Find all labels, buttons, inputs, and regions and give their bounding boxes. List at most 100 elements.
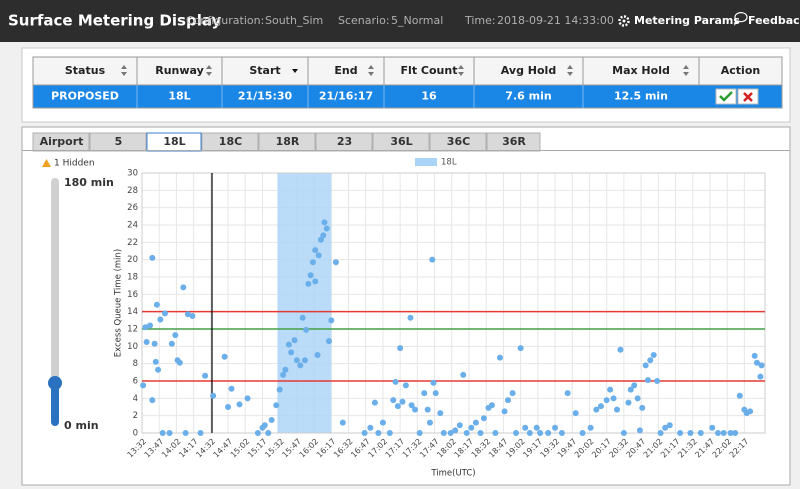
table-cell: 21/15:30 (238, 90, 293, 103)
sort-icon[interactable] (567, 65, 573, 76)
data-point (597, 403, 604, 410)
data-point (228, 385, 235, 392)
tab-label[interactable]: 18R (276, 135, 300, 148)
sort-icon[interactable] (206, 65, 212, 76)
column-header[interactable]: Max Hold (612, 64, 670, 77)
data-point (361, 430, 368, 436)
proposed-window (277, 173, 332, 433)
data-point (140, 382, 147, 389)
data-point (533, 424, 540, 431)
data-point (244, 395, 251, 402)
feedback-icon[interactable] (733, 12, 748, 26)
data-point (463, 430, 470, 436)
table-header-row (32, 56, 783, 86)
column-header[interactable]: Runway (155, 64, 204, 77)
sort-icon[interactable] (292, 69, 298, 73)
column-header[interactable]: Avg Hold (501, 64, 556, 77)
column-header[interactable]: Status (65, 64, 106, 77)
data-point (421, 390, 428, 397)
tab-label[interactable]: 36C (447, 135, 470, 148)
data-point (282, 366, 289, 373)
data-point (182, 430, 189, 436)
data-point (620, 430, 627, 436)
x-axis-label: Time(UTC) (430, 469, 475, 479)
table-row[interactable] (32, 84, 783, 109)
data-point (285, 341, 292, 348)
sort-icon[interactable] (368, 65, 374, 76)
config-value[interactable]: South_Sim (265, 14, 323, 27)
data-point (634, 395, 641, 402)
data-point (558, 430, 565, 436)
column-header[interactable]: Action (721, 64, 760, 77)
data-point (197, 430, 204, 436)
data-point (153, 301, 160, 308)
data-point (545, 430, 552, 436)
data-point (460, 371, 467, 378)
data-point (440, 430, 447, 436)
sort-icon[interactable] (683, 65, 689, 76)
column-header[interactable]: Flt Count (401, 64, 458, 77)
data-point (157, 316, 164, 323)
legend-label[interactable]: 18L (441, 158, 457, 168)
reject-icon (743, 92, 753, 102)
table-cell: 12.5 min (614, 90, 668, 103)
data-point (714, 430, 721, 436)
data-point (293, 357, 300, 364)
data-point (666, 422, 673, 429)
sort-icon[interactable] (458, 65, 464, 76)
tab-label[interactable]: Airport (40, 135, 84, 148)
data-point (747, 408, 754, 415)
table-cell: 18L (168, 90, 190, 103)
data-point (276, 386, 283, 393)
slider-knob[interactable] (48, 376, 62, 390)
data-point (288, 349, 295, 356)
data-point (477, 430, 484, 436)
tab-label[interactable]: 18C (219, 135, 242, 148)
data-point (339, 419, 346, 426)
data-point (758, 362, 765, 369)
tab-label[interactable]: 5 (115, 135, 123, 148)
data-point (402, 382, 409, 389)
data-point (526, 430, 533, 436)
y-tick-label: 18 (127, 273, 138, 283)
scatter-chart: 02468101214161820222426283013:3213:4714:… (114, 158, 766, 479)
data-point (617, 346, 624, 353)
tab-label[interactable]: 23 (337, 135, 352, 148)
data-point (184, 311, 191, 318)
data-point (326, 338, 333, 345)
data-point (305, 280, 312, 287)
data-point (517, 345, 524, 352)
data-point (321, 219, 328, 226)
data-point (168, 340, 175, 347)
column-header[interactable]: End (334, 64, 357, 77)
data-point (687, 430, 694, 436)
metering-params-button[interactable]: Metering Params (634, 14, 740, 27)
data-point (447, 430, 454, 436)
data-point (513, 430, 520, 436)
gear-icon[interactable] (618, 15, 630, 27)
data-point (407, 314, 414, 321)
app-title: Surface Metering Display (8, 12, 221, 30)
tab-label[interactable]: 36L (390, 135, 412, 148)
y-tick-label: 4 (133, 394, 138, 404)
data-point (697, 430, 704, 436)
data-point (647, 357, 654, 364)
data-point (210, 392, 217, 399)
data-point (202, 372, 209, 379)
tab-label[interactable]: 36R (502, 135, 526, 148)
data-point (166, 430, 173, 436)
scenario-value[interactable]: 5_Normal (391, 14, 443, 27)
sort-icon[interactable] (121, 65, 127, 76)
data-point (152, 358, 159, 365)
feedback-button[interactable]: Feedback (748, 14, 800, 27)
data-point (509, 390, 516, 397)
data-point (437, 410, 444, 417)
data-point (323, 225, 330, 232)
data-point (379, 419, 386, 426)
data-point (394, 403, 401, 410)
data-point (432, 390, 439, 397)
tab-label[interactable]: 18L (163, 135, 185, 148)
y-tick-label: 12 (127, 325, 138, 335)
column-header[interactable]: Start (249, 64, 280, 77)
